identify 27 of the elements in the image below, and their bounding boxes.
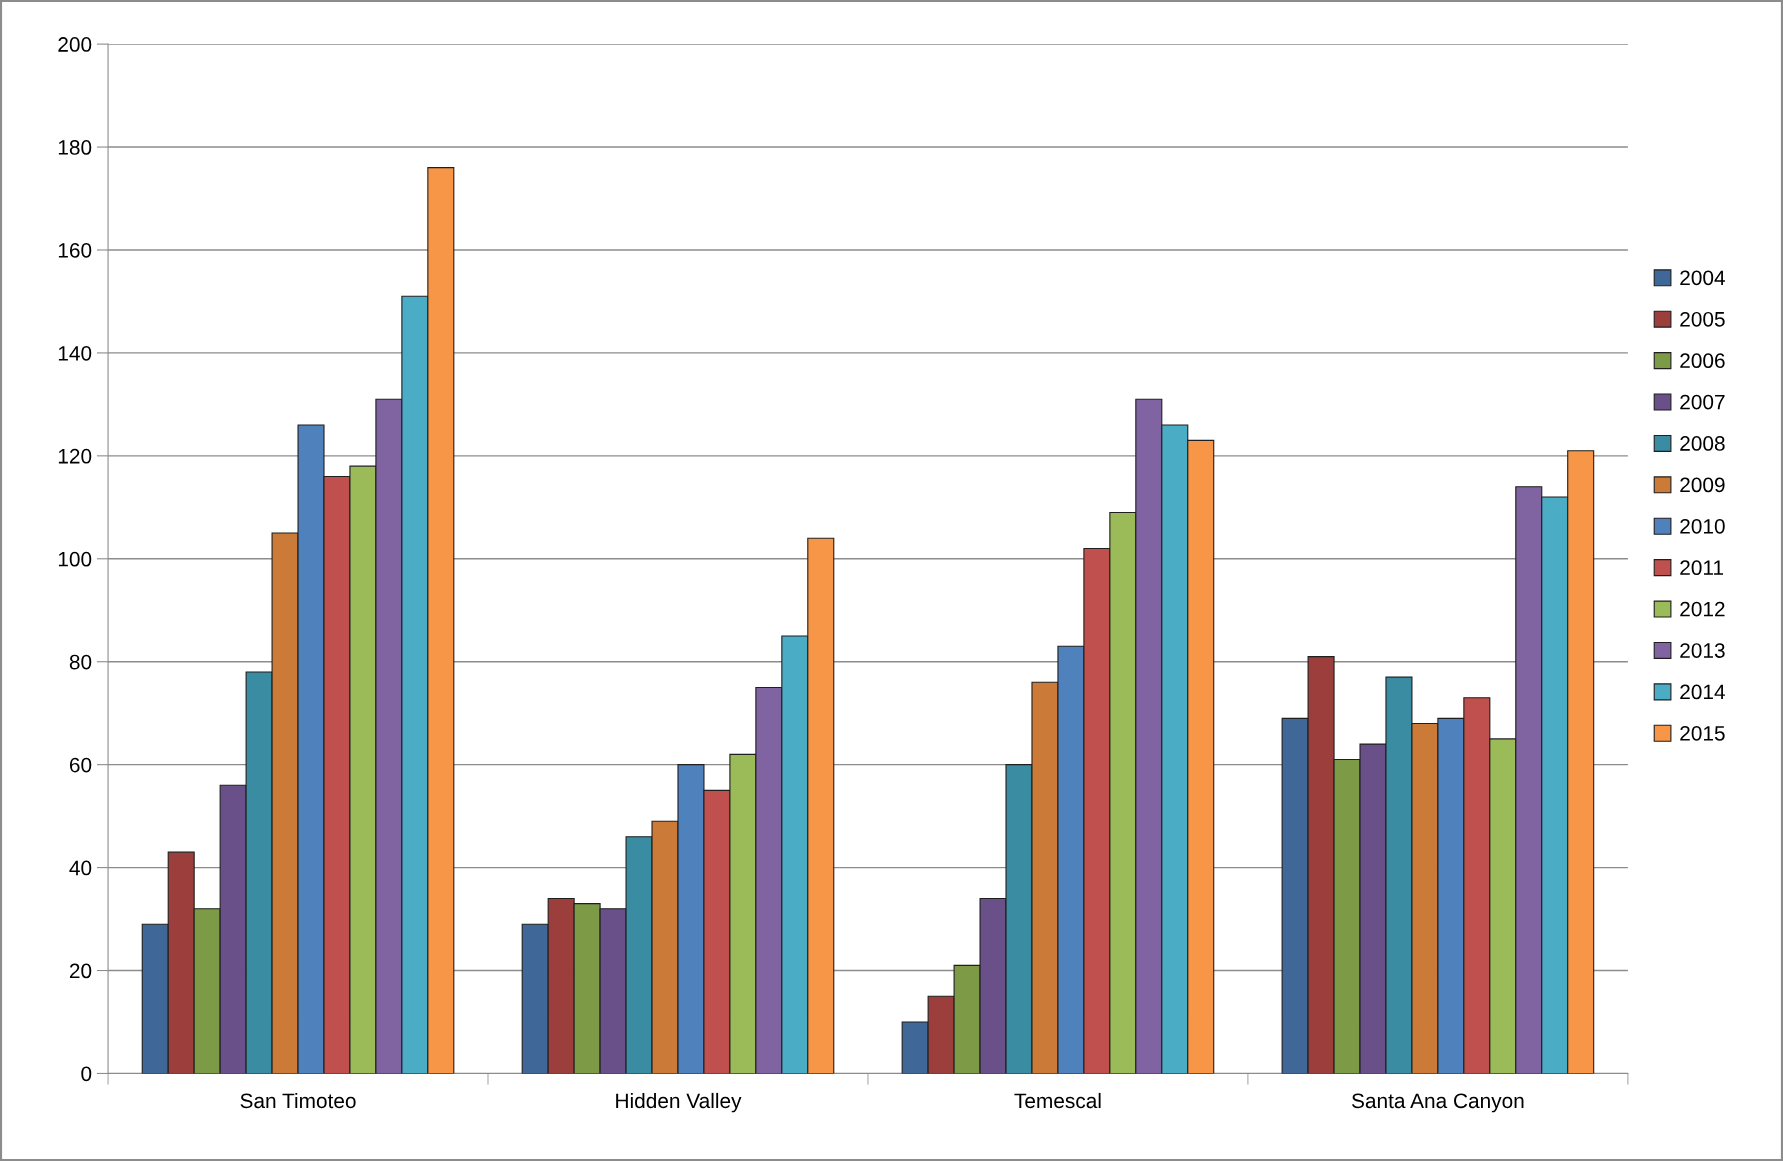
legend-label: 2008	[1680, 436, 1725, 451]
y-tick-label: 0	[81, 1066, 92, 1082]
legend-label: 2014	[1680, 684, 1725, 700]
legend-label: 2010	[1680, 518, 1725, 534]
y-tick-label: 160	[58, 242, 92, 258]
legend-label: 2009	[1680, 477, 1725, 493]
legend-label: 2011	[1680, 560, 1724, 576]
x-tick-label: Hidden Valley	[616, 1092, 742, 1113]
y-tick-label: 60	[69, 757, 92, 773]
legend-label: 2007	[1680, 394, 1725, 410]
legend-label: 2015	[1680, 725, 1725, 741]
legend-label: 2012	[1680, 601, 1725, 617]
y-tick-label: 140	[58, 345, 92, 361]
y-tick-label: 20	[69, 963, 92, 979]
x-tick-label: Temescal	[1014, 1092, 1101, 1109]
legend-label: 2005	[1680, 311, 1725, 327]
legend-label: 2006	[1680, 353, 1725, 369]
x-tick-label: Santa Ana Canyon	[1351, 1093, 1524, 1113]
legend-label: 2013	[1680, 643, 1725, 658]
y-tick-label: 100	[58, 551, 92, 567]
x-tick-label: San Timoteo	[240, 1092, 356, 1109]
y-tick-label: 40	[69, 860, 92, 876]
legend-label: 2004	[1680, 270, 1725, 286]
y-tick-label: 120	[58, 448, 92, 464]
y-tick-label: 180	[58, 140, 92, 155]
y-tick-label: 200	[58, 37, 92, 52]
y-tick-label: 80	[69, 654, 92, 670]
